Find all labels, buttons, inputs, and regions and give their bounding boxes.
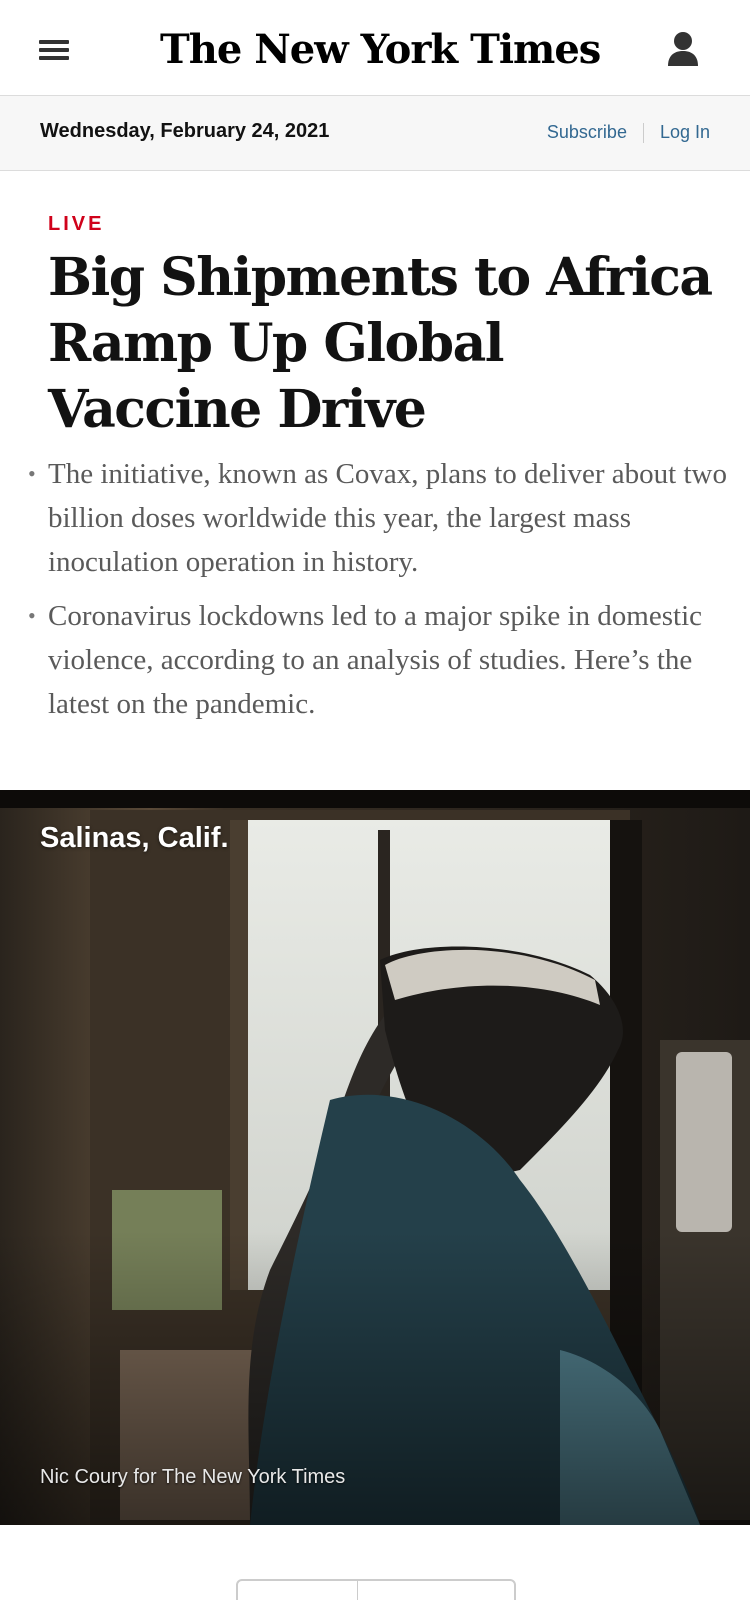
auth-links: Subscribe Log In (547, 122, 710, 143)
summary-text: Coronavirus lockdowns led to a major spi… (48, 600, 703, 720)
photo-credit: Nic Coury for The New York Times (40, 1466, 346, 1488)
summary-text: The initiative, known as Covax, plans to… (48, 458, 727, 578)
current-date: Wednesday, February 24, 2021 (40, 120, 330, 142)
login-link[interactable]: Log In (659, 122, 710, 142)
story-photo[interactable]: Salinas, Calif. Nic Coury for The New Yo… (0, 790, 750, 1525)
story-headline[interactable]: Big Shipments to Africa Ramp Up Global V… (48, 247, 713, 440)
bullet-icon: • (28, 603, 36, 628)
story-summary: • The initiative, known as Covax, plans … (28, 452, 728, 736)
date-bar: Wednesday, February 24, 2021 Subscribe L… (0, 96, 750, 171)
divider (642, 122, 644, 143)
photo-illustration (0, 790, 750, 1525)
photo-location: Salinas, Calif. (40, 822, 229, 854)
subscribe-link[interactable]: Subscribe (546, 122, 627, 142)
menu-icon[interactable] (39, 38, 69, 62)
nyt-logo[interactable]: The New York Times (160, 26, 601, 73)
bullet-icon: • (28, 461, 36, 486)
account-icon[interactable] (666, 30, 700, 68)
summary-item: • The initiative, known as Covax, plans … (28, 452, 728, 584)
summary-item: • Coronavirus lockdowns led to a major s… (28, 594, 728, 726)
top-bar: The New York Times (0, 0, 750, 96)
live-label: LIVE (48, 213, 105, 235)
view-toggle (236, 1579, 516, 1600)
toggle-option-left[interactable] (238, 1581, 358, 1600)
toggle-option-right[interactable] (358, 1581, 514, 1600)
